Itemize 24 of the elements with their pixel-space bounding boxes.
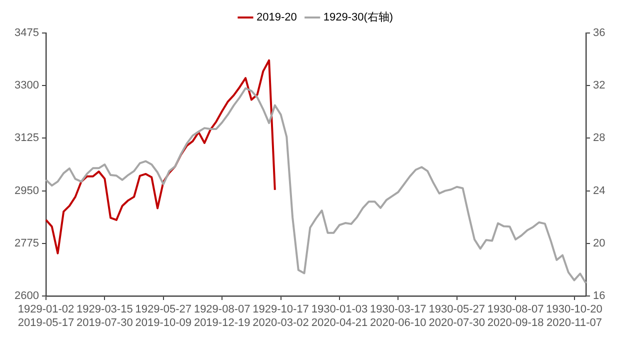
x-tick-label: 1929-01-02 2019-05-17 (18, 304, 74, 329)
y-tick-label: 2600 (14, 290, 39, 302)
y-tick-label: 3300 (14, 80, 39, 92)
x-tick-label: 1930-01-03 2020-04-21 (311, 304, 368, 329)
x-tick-label: 1929-05-27 2019-10-09 (135, 304, 192, 329)
x-tick-label: 1930-05-27 2020-07-30 (428, 304, 486, 329)
x-tick-label: 1929-03-15 2019-07-30 (76, 304, 133, 329)
y2-tick-label: 36 (593, 27, 606, 40)
x-tick-label: 1929-10-17 2020-03-02 (252, 304, 309, 329)
legend-label: 2019-20 (256, 12, 297, 24)
y-tick-label: 2950 (14, 184, 39, 197)
x-tick-label: 1929-08-07 2019-12-19 (194, 304, 250, 329)
y2-tick-label: 16 (593, 290, 606, 302)
x-tick-label: 1930-10-20 2020-11-07 (546, 304, 602, 329)
legend-label: 1929-30(右轴) (323, 10, 394, 24)
y2-tick-label: 20 (593, 237, 606, 250)
x-tick-label: 1930-03-17 2020-06-10 (370, 304, 426, 329)
y2-tick-label: 24 (593, 184, 606, 197)
y-tick-label: 3125 (14, 132, 39, 144)
x-tick-label: 1930-08-07 2020-09-18 (487, 304, 544, 329)
y2-tick-label: 32 (593, 80, 606, 92)
y2-tick-label: 28 (593, 132, 606, 144)
y-tick-label: 2775 (14, 237, 39, 250)
y-tick-label: 3475 (14, 27, 39, 40)
